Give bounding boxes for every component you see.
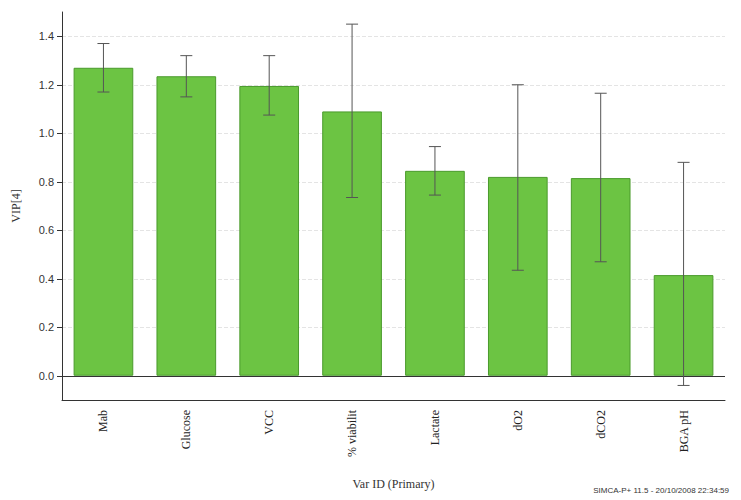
svg-text:SIMCA-P+ 11.5 - 20/10/2008 22:: SIMCA-P+ 11.5 - 20/10/2008 22:34:59: [593, 486, 729, 495]
svg-text:1.0: 1.0: [39, 127, 54, 139]
svg-text:0.0: 0.0: [39, 370, 54, 382]
svg-text:1.4: 1.4: [39, 30, 54, 42]
svg-text:% viabilit: % viabilit: [345, 409, 359, 457]
svg-text:Lactate: Lactate: [428, 410, 442, 445]
svg-text:Mab: Mab: [96, 410, 110, 432]
svg-text:0.4: 0.4: [39, 273, 54, 285]
svg-text:Var ID (Primary): Var ID (Primary): [353, 477, 435, 491]
svg-text:1.2: 1.2: [39, 79, 54, 91]
svg-text:VCC: VCC: [262, 410, 276, 435]
svg-text:0.2: 0.2: [39, 321, 54, 333]
svg-text:VIP[4]: VIP[4]: [9, 189, 23, 222]
svg-text:0.8: 0.8: [39, 176, 54, 188]
svg-text:0.6: 0.6: [39, 224, 54, 236]
svg-text:BGA pH: BGA pH: [677, 410, 691, 453]
svg-text:Glucose: Glucose: [179, 410, 193, 449]
svg-text:dCO2: dCO2: [594, 410, 608, 439]
svg-text:dO2: dO2: [511, 410, 525, 431]
